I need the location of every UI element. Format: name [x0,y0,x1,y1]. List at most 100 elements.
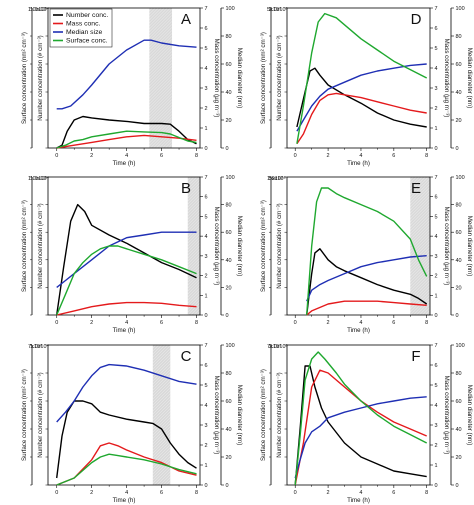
x-tick-label: 6 [392,153,395,159]
shade-hatch [187,215,201,229]
x-tick-label: 8 [425,490,428,496]
shade-hatch [193,308,201,316]
right-outer-axis-title: Median diameter (nm) [466,48,473,109]
shade-hatch [187,251,201,265]
panel-label: D [411,11,422,28]
x-tick-label: 8 [195,320,198,326]
shade-hatch [149,105,173,129]
shade-hatch [410,176,417,184]
shade-hatch [152,402,171,421]
shade-hatch [187,236,201,250]
chart-panel-b: 0 2 4 6 8 Time (h) 0 1 2 3 4 5 6 7 0 20 40 60 80 100 Mass co… [21,175,243,334]
shade-hatch [410,256,431,277]
shade-hatch [168,144,173,149]
x-tick-label: 2 [327,490,330,496]
shade-hatch [149,69,173,93]
right-outer-tick-label: 100 [226,175,235,181]
right-inner-tick-label: 0 [435,313,438,319]
shade-hatch [165,480,171,486]
panel-label: F [411,348,420,365]
shade-hatch [410,202,431,223]
right-outer-tick-label: 0 [456,146,459,152]
shade-hatch [410,223,431,244]
right-outer-tick-label: 80 [456,371,462,377]
shade-hatch [152,348,171,367]
shade-hatch [187,239,201,253]
shade-hatch [152,438,171,457]
right-outer-tick-label: 80 [456,203,462,209]
right-outer-tick-label: 60 [456,399,462,405]
shade-hatch [152,444,171,463]
right-outer-tick-label: 20 [226,118,232,124]
right-outer-tick-label: 40 [456,427,462,433]
chart-panel-e: 0 2 4 6 8 Time (h) 0 1 2 3 4 5 6 7 0 20 40 60 80 100 Mass co… [260,175,473,334]
left-outer-top-label: 1.0x10⁸ [28,175,47,182]
right-inner-tick-label: 1 [205,126,208,132]
shade-hatch [410,283,431,304]
plot-frame [286,344,431,486]
shade-hatch [410,292,431,313]
shade-hatch [152,426,171,445]
series-line-number-conc [56,115,197,149]
right-outer-tick-label: 20 [456,118,462,124]
panel-label: A [181,11,191,28]
shade-hatch [187,188,201,202]
right-outer-axis-title: Median diameter (nm) [236,385,243,446]
shade-hatch [152,381,171,400]
x-axis-label: Time (h) [347,327,370,334]
shade-hatch [149,42,173,66]
chart-panel-a: 0 2 4 6 8 Time (h) 0 1 2 3 4 5 6 7 0 20 40 60 80 100 Mass co… [21,6,243,167]
shade-hatch [152,344,160,352]
left-outer-axis-title: Surface concentration (nm² cm⁻³) [21,200,28,292]
shade-hatch [410,199,431,220]
x-tick-label: 6 [160,490,163,496]
shade-hatch [149,75,173,99]
right-inner-tick-label: 6 [205,363,208,369]
right-inner-tick-label: 6 [435,26,438,32]
shade-hatch [149,36,173,60]
shade-hatch [410,214,431,235]
shade-hatch [149,7,153,12]
shade-hatch [187,185,201,199]
shade-hatch [187,287,201,301]
left-inner-axis-title: Number concentration (# cm⁻³) [276,35,283,120]
right-inner-tick-label: 4 [435,403,438,409]
right-inner-tick-label: 6 [205,26,208,32]
right-inner-axis-title: Mass concentration (µg m⁻³) [443,39,450,118]
shade-hatch [410,193,431,214]
shade-hatch [422,307,431,316]
shade-hatch [410,176,423,190]
right-inner-tick-label: 4 [435,234,438,240]
x-tick-label: 4 [359,153,362,159]
shade-hatch [187,176,200,190]
right-outer-axis-title: Median diameter (nm) [236,216,243,277]
right-inner-tick-label: 4 [205,403,208,409]
right-inner-tick-label: 0 [205,483,208,489]
right-inner-axis-title: Mass concentration (µg m⁻³) [213,39,220,118]
shade-hatch [152,429,171,448]
shade-hatch [149,18,173,42]
x-tick-label: 4 [359,490,362,496]
shade-hatch [410,208,431,229]
shade-hatch [187,248,201,262]
right-inner-tick-label: 1 [205,463,208,469]
shade-hatch [149,39,173,63]
shade-hatch [187,278,201,292]
right-inner-tick-label: 3 [435,86,438,92]
right-inner-tick-label: 2 [205,106,208,112]
x-tick-label: 6 [392,490,395,496]
right-inner-tick-label: 0 [435,483,438,489]
shade-hatch [152,441,171,460]
x-axis-label: Time (h) [347,160,370,167]
shade-hatch [187,209,201,223]
right-inner-tick-label: 3 [435,254,438,260]
right-outer-tick-label: 60 [456,230,462,236]
shade-hatch [152,372,171,391]
shade-hatch [152,432,171,451]
right-inner-axis-title: Mass concentration (µg m⁻³) [443,207,450,286]
x-tick-label: 4 [125,153,128,159]
shade-hatch [187,218,201,232]
shade-hatch [187,281,201,295]
shade-hatch [162,138,173,149]
shade-hatch [187,302,201,316]
